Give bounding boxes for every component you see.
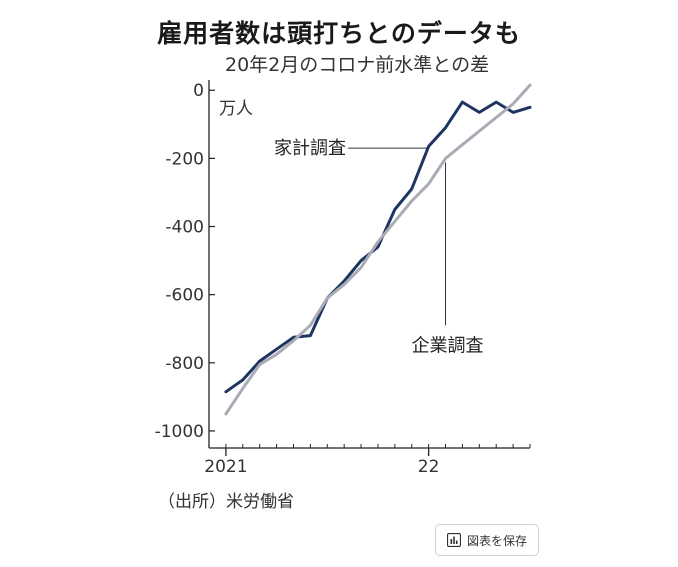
source-note: （出所）米労働省 (158, 492, 294, 512)
save-chart-button[interactable]: 図表を保存 (435, 524, 539, 556)
y-tick-label: -600 (165, 286, 204, 306)
annotations (348, 147, 447, 326)
series-label-2: 企業調査 (412, 335, 484, 356)
y-tick-label: -200 (165, 149, 204, 169)
save-chart-label: 図表を保存 (466, 533, 527, 548)
series-lines (224, 83, 532, 416)
series-line-2 (224, 83, 532, 416)
y-tick-label: -1000 (155, 422, 204, 442)
axes (208, 80, 531, 456)
series-line-1 (224, 100, 532, 394)
y-tick-label: -800 (165, 354, 204, 374)
chart-title: 雇用者数は頭打ちとのデータも (157, 19, 521, 48)
chart-subtitle: 20年2月のコロナ前水準との差 (225, 54, 490, 76)
unit-label: 万人 (219, 99, 253, 119)
series-label-1: 家計調査 (274, 138, 346, 159)
bar-chart-icon (446, 533, 461, 547)
y-tick-label: -400 (165, 218, 204, 238)
y-tick-label: 0 (193, 81, 204, 101)
x-tick-label: 2021 (204, 457, 247, 477)
x-tick-label: 22 (418, 457, 440, 477)
